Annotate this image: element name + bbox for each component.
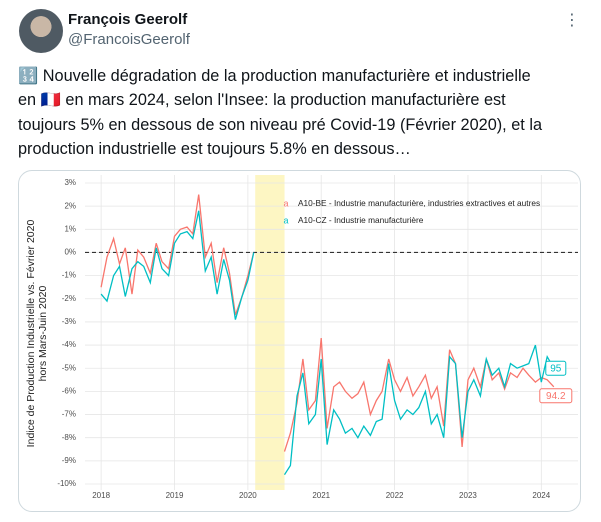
y-axis-title: Indice de Production Industrielle vs. Fé… bbox=[25, 220, 49, 448]
tweet-line: en 🇫🇷 en mars 2024, selon l'Insee: la pr… bbox=[18, 91, 506, 110]
tweet-line: 🔢 Nouvelle dégradation de la production … bbox=[18, 67, 531, 85]
y-tick-label: -4% bbox=[62, 340, 76, 349]
tweet-line: toujours 5% en dessous de son niveau pré… bbox=[18, 115, 543, 134]
x-tick-label: 2019 bbox=[166, 491, 184, 500]
y-axis-title-line: hors Mars-Juin 2020 bbox=[37, 285, 49, 381]
tweet-text: 🔢 Nouvelle dégradation de la production … bbox=[18, 64, 593, 162]
y-tick-label: -1% bbox=[62, 271, 76, 280]
y-tick-label: -6% bbox=[62, 386, 76, 395]
y-tick-label: 0% bbox=[64, 248, 76, 257]
y-axis-title-line: Indice de Production Industrielle vs. Fé… bbox=[25, 220, 37, 448]
x-tick-label: 2022 bbox=[386, 491, 404, 500]
series-line bbox=[100, 194, 555, 452]
legend-key: a bbox=[283, 198, 288, 208]
tweet-line: production industrielle est toujours 5.8… bbox=[18, 140, 411, 159]
end-label-box bbox=[545, 360, 567, 376]
y-tick-label: -7% bbox=[62, 410, 76, 419]
media-card[interactable] bbox=[18, 170, 581, 512]
y-tick-label: -9% bbox=[62, 456, 76, 465]
y-tick-label: 1% bbox=[64, 224, 76, 233]
author-name[interactable]: François Geerolf bbox=[68, 11, 188, 28]
y-tick-label: -5% bbox=[62, 363, 76, 372]
x-tick-label: 2023 bbox=[459, 491, 477, 500]
end-label: 94.2 bbox=[546, 391, 566, 402]
y-tick-label: -3% bbox=[62, 317, 76, 326]
y-tick-label: -10% bbox=[57, 479, 76, 488]
x-tick-label: 2024 bbox=[532, 491, 550, 500]
x-tick-label: 2021 bbox=[312, 491, 330, 500]
legend-key: a bbox=[283, 215, 288, 225]
end-label-box bbox=[539, 388, 573, 404]
x-tick-label: 2018 bbox=[92, 491, 110, 500]
author-handle[interactable]: @FrancoisGeerolf bbox=[68, 31, 190, 48]
y-tick-label: -8% bbox=[62, 433, 76, 442]
series-line bbox=[100, 210, 555, 476]
y-tick-label: -2% bbox=[62, 294, 76, 303]
y-tick-label: 2% bbox=[64, 201, 76, 210]
end-label: 95 bbox=[550, 363, 562, 374]
more-button[interactable]: ⋮ bbox=[564, 12, 581, 29]
x-tick-label: 2020 bbox=[239, 491, 257, 500]
y-tick-label: 3% bbox=[64, 178, 76, 187]
shaded-period bbox=[255, 175, 285, 490]
legend-label: A10-CZ - Industrie manufacturière bbox=[298, 215, 424, 225]
avatar[interactable] bbox=[19, 9, 63, 53]
legend-label: A10-BE - Industrie manufacturière, indus… bbox=[298, 198, 540, 208]
